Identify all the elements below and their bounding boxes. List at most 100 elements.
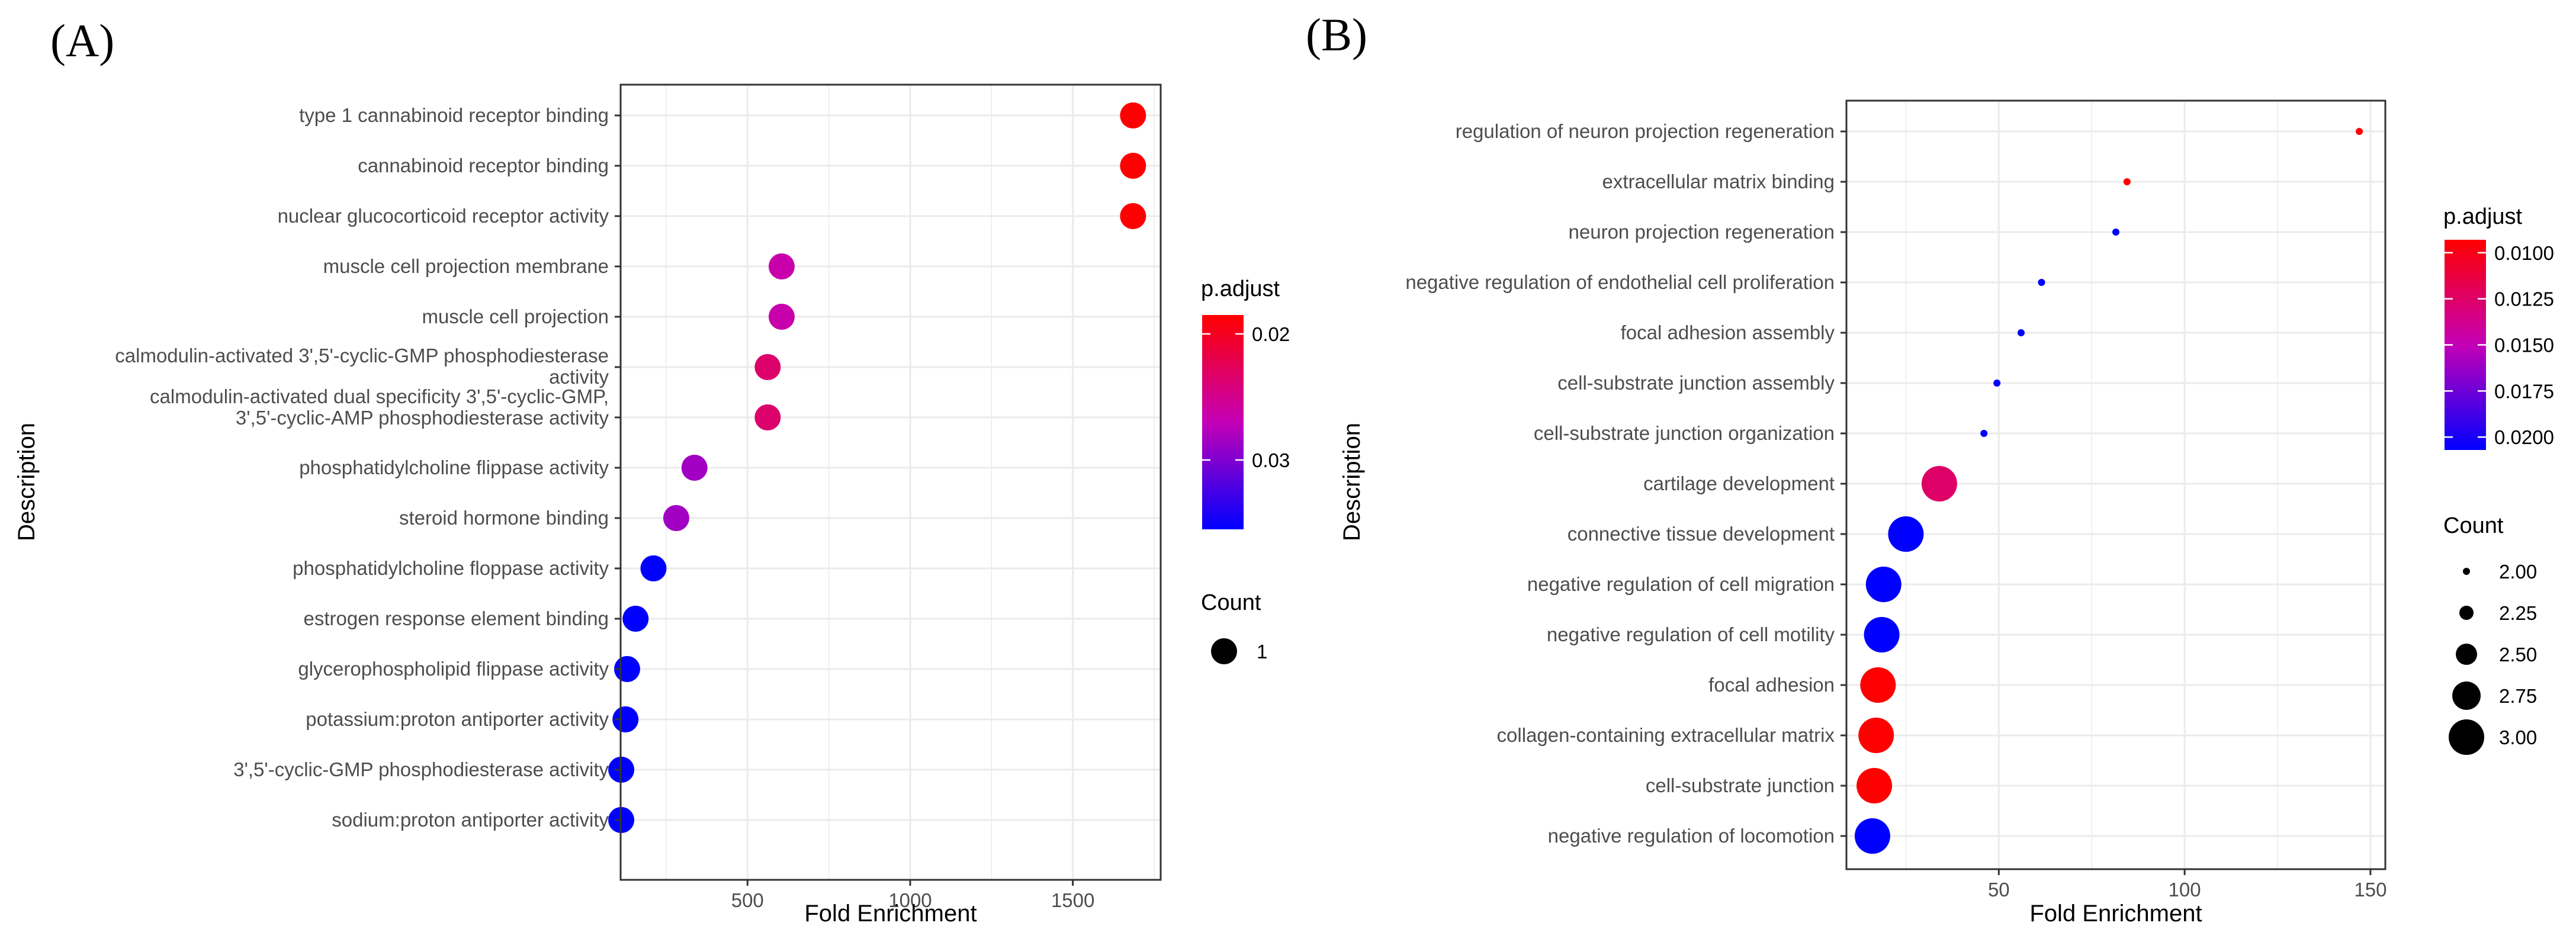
panel-b: (B) regulation of neuron projection rege… [1306,9,2554,927]
data-point [1858,718,1894,753]
grid [1846,101,2385,869]
y-axis-labels: regulation of neuron projection regenera… [1405,120,1846,847]
y-axis-title: Description [1339,423,1365,541]
data-point [1856,768,1893,803]
data-point [622,606,649,632]
x-tick-label: 1000 [888,889,932,911]
data-point [640,555,667,581]
y-tick-label: connective tissue development [1568,523,1835,545]
color-legend-title: p.adjust [2443,204,2523,229]
data-point [1120,153,1146,179]
y-tick-label: focal adhesion [1708,674,1835,696]
y-tick-label-line: calmodulin-activated dual specificity 3'… [150,385,609,407]
size-legend-title: Count [2443,513,2504,538]
panel-label: (A) [50,15,114,66]
y-tick-label: negative regulation of cell migration [1527,573,1835,595]
y-axis-labels: type 1 cannabinoid receptor binding canna… [115,104,621,831]
panel-a: (A) type 1 cannabinoid receptor binding c… [14,15,1290,927]
data-point [754,354,781,380]
plot-background [621,85,1161,880]
data-points [1854,128,2363,854]
size-key-label: 2.50 [2499,644,2537,665]
color-tick-label: 0.0125 [2494,288,2554,310]
y-tick-label: regulation of neuron projection regenera… [1456,120,1835,142]
data-point [1120,203,1146,229]
y-tick-label: steroid hormone binding [399,507,609,529]
x-tick-label: 500 [731,889,764,911]
data-point [2123,178,2131,185]
x-tick-label: 50 [1988,879,2010,901]
y-tick-label: 3',5'-cyclic-GMP phosphodiesterase activ… [233,758,609,780]
x-axis-title: Fold Enrichment [2029,901,2202,927]
color-legend: p.adjust 0.0100 0.0125 0.0150 0.0175 0.0200 [2443,204,2554,450]
color-legend-title: p.adjust [1201,277,1280,301]
grid [621,85,1161,880]
color-bar [1202,315,1244,529]
size-legend: Count 2.00 2.25 2.50 2.75 3.00 [2443,513,2537,755]
x-tick-label: 1500 [1051,889,1094,911]
size-key-dot [2452,681,2481,710]
data-point [1921,466,1957,501]
size-key-label: 2.75 [2499,685,2537,707]
y-tick-label: muscle cell projection [422,306,609,327]
data-point [681,455,708,481]
data-point [612,706,639,732]
data-point [1865,567,1902,602]
y-tick-label-line: 3',5'-cyclic-AMP phosphodiesterase activ… [236,407,609,429]
y-tick-label: negative regulation of endothelial cell … [1405,271,1835,293]
data-point [1888,516,1924,552]
color-legend-ticks: 0.02 0.03 [1202,323,1290,471]
data-point [663,505,689,531]
y-tick-label-line: activity [549,366,609,388]
y-axis-title: Description [14,423,40,541]
y-tick-label: muscle cell projection membrane [323,255,609,277]
size-key-label: 3.00 [2499,726,2537,748]
color-tick-label: 0.03 [1252,449,1290,471]
color-tick-label: 0.02 [1252,323,1290,345]
data-point [1993,380,2001,387]
plot-border [619,83,1162,881]
y-tick-label: estrogen response element binding [303,607,609,629]
y-tick-label: calmodulin-activated 3',5'-cyclic-GMP ph… [115,345,609,388]
data-point [768,253,795,279]
y-tick-label: phosphatidylcholine floppase activity [293,557,609,579]
y-tick-label: potassium:proton antiporter activity [306,708,609,730]
size-key-dot [2456,644,2477,665]
y-tick-label: nuclear glucocorticoid receptor activity [278,205,609,227]
y-tick-label: cell-substrate junction organization [1534,422,1835,444]
y-tick-label-line: calmodulin-activated 3',5'-cyclic-GMP ph… [115,345,609,366]
size-key-label: 2.25 [2499,602,2537,624]
x-axis-ticks: 50 100 150 [1988,869,2387,901]
y-tick-label: cell-substrate junction [1646,774,1835,796]
panel-label: (B) [1306,9,1367,60]
size-key-dot [1211,638,1237,664]
y-tick-label: glycerophospholipid flippase activity [298,658,609,680]
color-legend: p.adjust 0.02 0.03 [1201,277,1290,529]
size-legend: Count 1 [1201,590,1267,664]
size-key-dot [2449,719,2484,755]
y-tick-label: negative regulation of cell motility [1547,623,1835,645]
y-tick-label: negative regulation of locomotion [1548,825,1835,847]
data-point [1864,617,1900,652]
data-point [1120,102,1146,128]
size-key-dot [2459,606,2474,620]
y-tick-label: type 1 cannabinoid receptor binding [299,104,609,126]
y-tick-label: focal adhesion assembly [1621,321,1835,343]
y-tick-label: sodium:proton antiporter activity [332,809,609,831]
y-tick-label: cannabinoid receptor binding [358,155,609,176]
y-tick-label: calmodulin-activated dual specificity 3'… [150,385,609,429]
size-key-label: 1 [1257,641,1267,663]
data-point [2112,229,2119,236]
color-tick-label: 0.0150 [2494,335,2554,356]
y-tick-label: collagen-containing extracellular matrix [1497,724,1835,746]
x-tick-label: 150 [2354,879,2387,901]
y-tick-label: neuron projection regeneration [1569,221,1835,243]
color-tick-label: 0.0100 [2494,242,2554,264]
y-tick-label: extracellular matrix binding [1602,171,1835,192]
y-tick-label: cell-substrate junction assembly [1557,372,1835,394]
size-legend-keys: 1 [1211,638,1267,664]
size-key-dot [2463,568,2470,575]
data-point [1980,430,1988,437]
x-axis-title: Fold Enrichment [804,901,977,927]
